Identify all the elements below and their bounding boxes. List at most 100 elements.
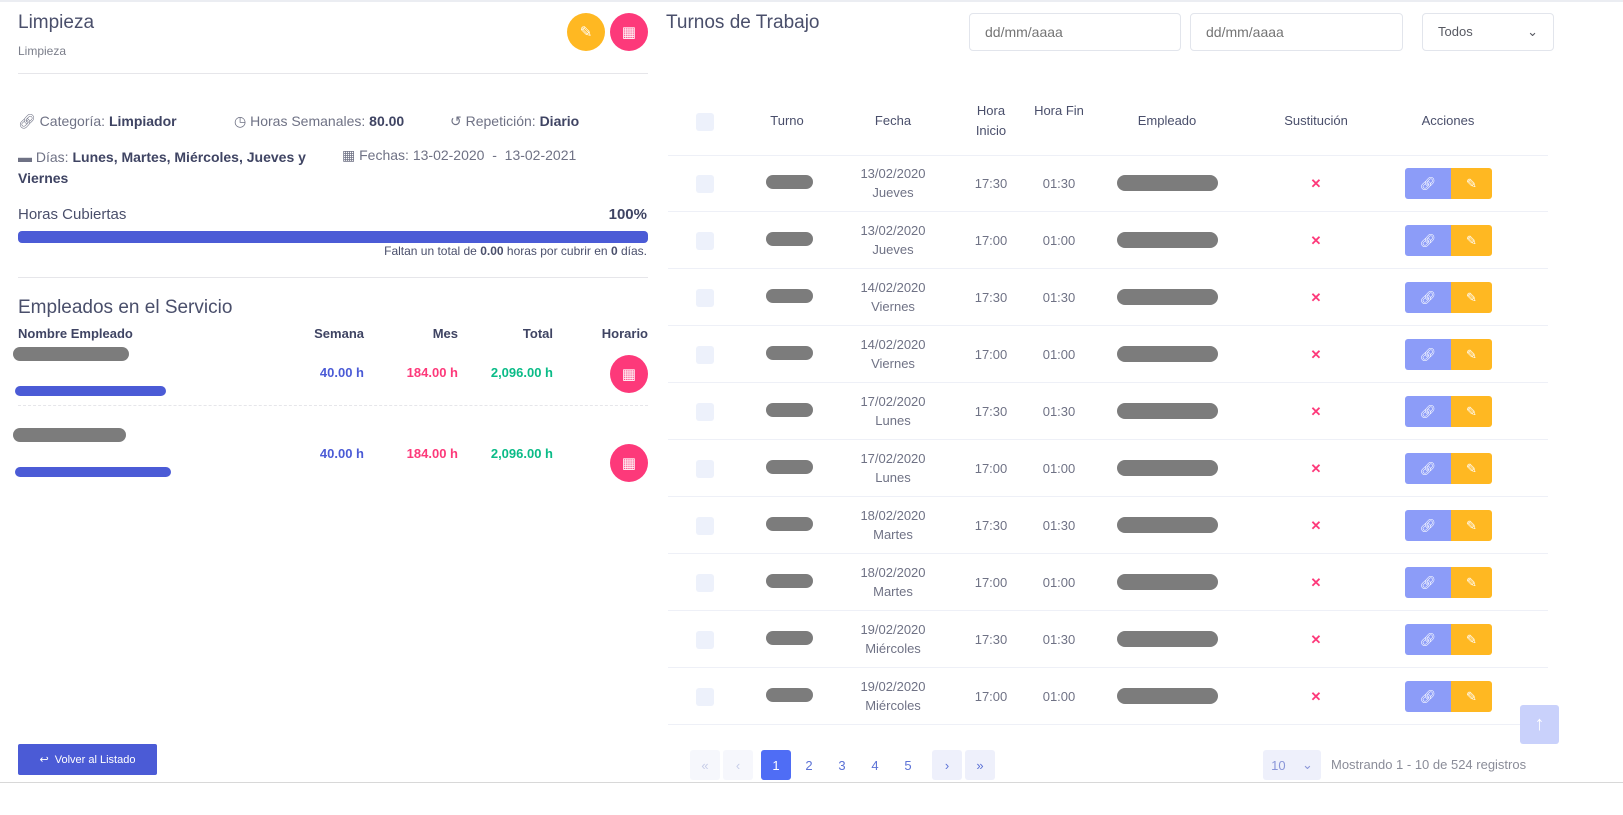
calendar-button[interactable]: ▦ [610, 13, 648, 51]
turno-redacted [766, 175, 813, 189]
link-button[interactable]: 🔗︎ [1405, 510, 1451, 541]
link-icon: 🔗︎ [1419, 403, 1437, 419]
edit-button[interactable]: ✎ [1451, 168, 1492, 199]
coverage-progress [18, 231, 648, 243]
edit-icon: ✎ [1466, 175, 1477, 191]
pagination-page-4[interactable]: 4 [871, 757, 879, 773]
edit-icon: ✎ [1466, 346, 1477, 362]
turno-redacted [766, 574, 813, 588]
col-acciones[interactable]: Acciones [1421, 113, 1475, 128]
dias-info: ▬ Días: Lunes, Martes, Miércoles, Jueves… [18, 149, 306, 186]
turno-redacted [766, 688, 813, 702]
employee-semana: 40.00 h [319, 446, 364, 461]
date-to-input[interactable] [1190, 13, 1403, 51]
pagination-page-2[interactable]: 2 [805, 757, 813, 773]
row-checkbox[interactable] [696, 631, 714, 649]
pagination-last[interactable]: » [965, 750, 995, 780]
link-icon: 🔗︎ [1419, 289, 1437, 305]
col-empleado[interactable]: Empleado [1137, 113, 1197, 128]
coverage-progress-fill [18, 231, 648, 243]
row-hora-inicio: 17:00 [974, 575, 1008, 590]
edit-button[interactable]: ✎ [1451, 567, 1492, 598]
date-from-input[interactable] [969, 13, 1181, 51]
divider [668, 439, 1548, 440]
edit-button[interactable]: ✎ [1451, 510, 1492, 541]
edit-button[interactable]: ✎ [1451, 624, 1492, 655]
employee-link-redacted[interactable] [15, 386, 166, 396]
row-checkbox[interactable] [696, 289, 714, 307]
col-fecha[interactable]: Fecha [874, 113, 912, 128]
pagination-page-1[interactable]: 1 [761, 750, 791, 780]
row-checkbox[interactable] [696, 517, 714, 535]
select-all-checkbox[interactable] [696, 113, 714, 131]
link-button[interactable]: 🔗︎ [1405, 339, 1451, 370]
pagination-page-5[interactable]: 5 [904, 757, 912, 773]
repeticion-info: ↺ Repetición: Diario [450, 113, 580, 129]
edit-icon: ✎ [1466, 688, 1477, 704]
row-checkbox[interactable] [696, 403, 714, 421]
row-checkbox[interactable] [696, 574, 714, 592]
categoria-info: 🔗︎ Categoría: Limpiador [18, 113, 177, 129]
edit-icon: ✎ [1466, 631, 1477, 647]
empleado-redacted [1117, 289, 1218, 305]
service-subtitle: Limpieza [18, 44, 67, 58]
link-icon: 🔗︎ [18, 113, 36, 129]
edit-button[interactable]: ✎ [1451, 225, 1492, 256]
link-button[interactable]: 🔗︎ [1405, 168, 1451, 199]
link-button[interactable]: 🔗︎ [1405, 681, 1451, 712]
divider [668, 667, 1548, 668]
service-title: Limpieza [18, 12, 95, 33]
pagination-first[interactable]: « [690, 750, 720, 780]
link-button[interactable]: 🔗︎ [1405, 624, 1451, 655]
empleado-redacted [1117, 574, 1218, 590]
col-inicio[interactable]: Hora Inicio [975, 103, 1007, 138]
pagination-page-3[interactable]: 3 [838, 757, 846, 773]
turno-redacted [766, 232, 813, 246]
link-button[interactable]: 🔗︎ [1405, 453, 1451, 484]
coverage-note: Faltan un total de 0.00 horas por cubrir… [384, 244, 647, 258]
row-hora-fin: 01:00 [1042, 233, 1076, 248]
edit-button[interactable]: ✎ [1451, 453, 1492, 484]
row-checkbox[interactable] [696, 175, 714, 193]
filter-select[interactable]: Todos ⌄ [1422, 13, 1554, 51]
employee-mes: 184.00 h [406, 446, 458, 461]
edit-button[interactable]: ✎ [1451, 396, 1492, 427]
row-hora-inicio: 17:30 [974, 518, 1008, 533]
row-hora-fin: 01:00 [1042, 461, 1076, 476]
link-button[interactable]: 🔗︎ [1405, 396, 1451, 427]
empleado-redacted [1117, 403, 1218, 419]
row-checkbox[interactable] [696, 232, 714, 250]
col-fin[interactable]: Hora Fin [1034, 103, 1084, 118]
horas-info: ◷ Horas Semanales: 80.00 [234, 113, 405, 129]
edit-button[interactable]: ✎ [567, 13, 605, 51]
row-fecha: 18/02/2020 Martes [860, 565, 926, 599]
edit-icon: ✎ [1466, 517, 1477, 533]
employee-schedule-button[interactable]: ▦ [610, 355, 648, 393]
row-checkbox[interactable] [696, 688, 714, 706]
edit-button[interactable]: ✎ [1451, 681, 1492, 712]
page-size-select[interactable]: 10 ⌄ [1263, 750, 1321, 780]
edit-button[interactable]: ✎ [1451, 282, 1492, 313]
edit-icon: ✎ [1466, 232, 1477, 248]
back-to-list-button[interactable]: ↩ Volver al Listado [18, 744, 157, 775]
scroll-top-button[interactable]: ↑ [1520, 705, 1559, 744]
row-checkbox[interactable] [696, 460, 714, 478]
pagination-prev[interactable]: ‹ [723, 750, 753, 780]
col-total: Total [522, 326, 553, 341]
sustitucion-no-icon: ✕ [1310, 518, 1322, 533]
link-button[interactable]: 🔗︎ [1405, 225, 1451, 256]
row-hora-inicio: 17:30 [974, 176, 1008, 191]
edit-button[interactable]: ✎ [1451, 339, 1492, 370]
pagination-next[interactable]: › [932, 750, 962, 780]
col-turno[interactable]: Turno [770, 113, 804, 128]
row-hora-fin: 01:00 [1042, 347, 1076, 362]
link-icon: 🔗︎ [1419, 232, 1437, 248]
col-sustitucion[interactable]: Sustitución [1284, 113, 1348, 128]
empleado-redacted [1117, 688, 1218, 704]
link-button[interactable]: 🔗︎ [1405, 282, 1451, 313]
employee-schedule-button[interactable]: ▦ [610, 444, 648, 482]
sustitucion-no-icon: ✕ [1310, 575, 1322, 590]
link-button[interactable]: 🔗︎ [1405, 567, 1451, 598]
row-checkbox[interactable] [696, 346, 714, 364]
employee-link-redacted[interactable] [15, 467, 171, 477]
